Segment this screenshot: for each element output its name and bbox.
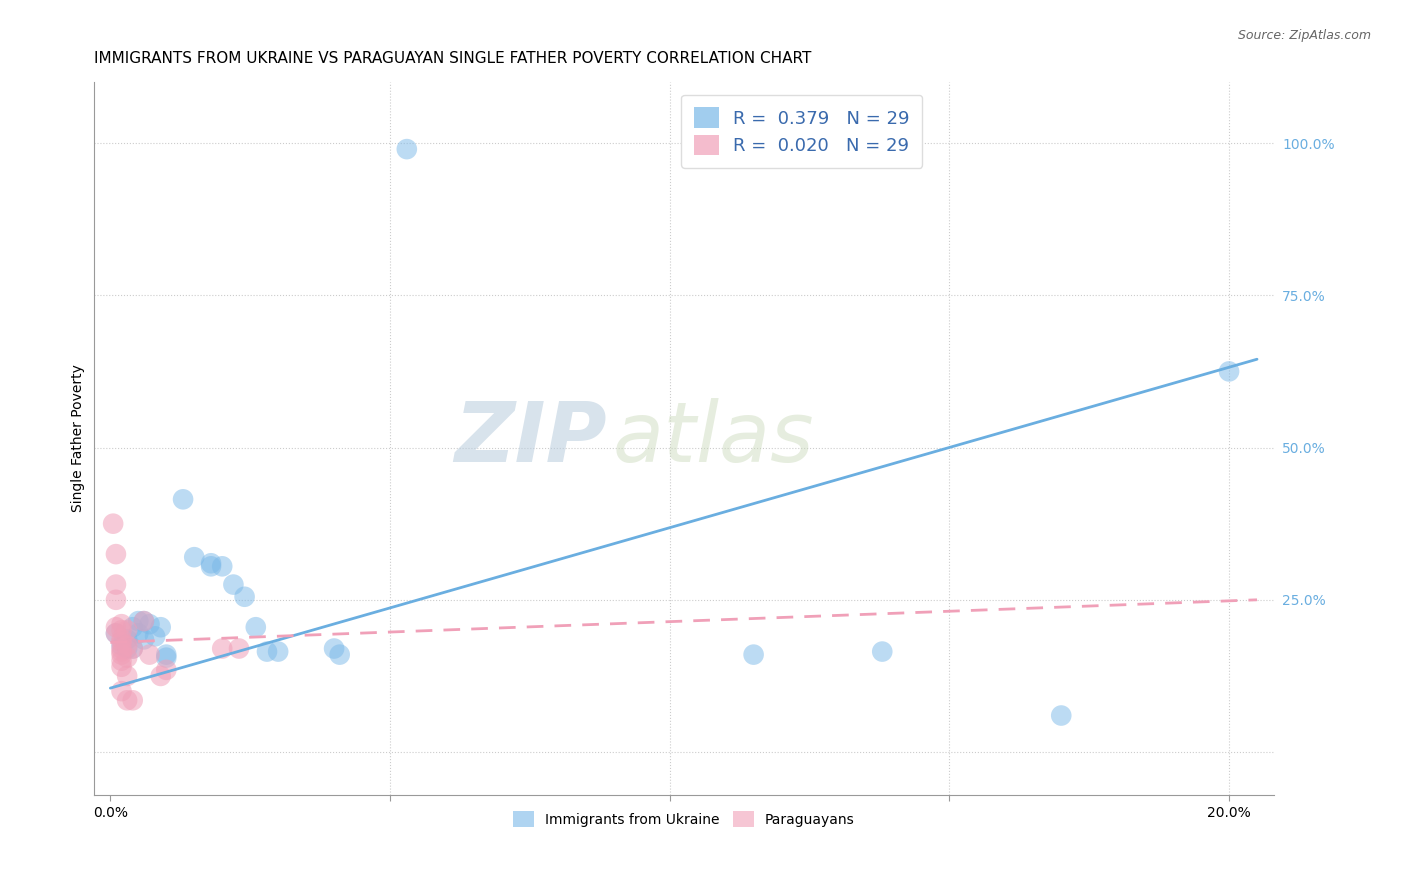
Point (222, 577, 245, 591)
Point (138, 617, 160, 632)
Y-axis label: Single Father Poverty: Single Father Poverty (72, 365, 86, 512)
Point (121, 641, 143, 656)
Text: Source: ZipAtlas.com: Source: ZipAtlas.com (1237, 29, 1371, 42)
Point (104, 592, 127, 607)
Point (110, 617, 132, 632)
Point (104, 577, 127, 591)
Text: atlas: atlas (613, 398, 814, 479)
Point (121, 641, 143, 656)
Point (104, 547, 127, 561)
Point (110, 648, 132, 662)
Point (183, 550, 205, 565)
Point (104, 620, 127, 634)
Point (110, 632, 132, 647)
Point (395, 142, 418, 156)
Point (233, 590, 256, 604)
Point (149, 620, 172, 634)
Point (110, 654, 132, 668)
Point (101, 516, 124, 531)
Point (115, 693, 138, 707)
Point (110, 684, 132, 698)
Point (127, 614, 149, 628)
Point (115, 624, 138, 638)
Point (132, 614, 155, 628)
Point (172, 492, 194, 507)
Text: IMMIGRANTS FROM UKRAINE VS PARAGUAYAN SINGLE FATHER POVERTY CORRELATION CHART: IMMIGRANTS FROM UKRAINE VS PARAGUAYAN SI… (94, 51, 811, 66)
Point (110, 660, 132, 674)
Point (115, 632, 138, 647)
Point (256, 644, 278, 658)
Point (245, 620, 267, 634)
Point (211, 641, 233, 656)
Point (211, 559, 233, 574)
Point (228, 641, 250, 656)
Point (143, 629, 166, 643)
Point (155, 648, 177, 662)
Point (121, 620, 143, 634)
Point (870, 644, 893, 658)
Point (104, 626, 127, 640)
Point (742, 648, 765, 662)
Point (115, 639, 138, 653)
Point (155, 650, 177, 665)
Point (132, 632, 155, 647)
Legend: Immigrants from Ukraine, Paraguayans: Immigrants from Ukraine, Paraguayans (506, 805, 862, 834)
Point (138, 648, 160, 662)
Point (110, 639, 132, 653)
Point (110, 641, 132, 656)
Point (1218, 364, 1240, 378)
Point (110, 624, 132, 638)
Point (115, 669, 138, 683)
Point (1050, 708, 1073, 723)
Point (115, 650, 138, 665)
Point (323, 641, 346, 656)
Point (267, 644, 290, 658)
Point (110, 644, 132, 658)
Point (121, 693, 143, 707)
Point (127, 626, 149, 640)
Point (104, 626, 127, 640)
Point (132, 614, 155, 628)
Point (200, 556, 222, 570)
Point (200, 559, 222, 574)
Point (155, 663, 177, 677)
Point (115, 641, 138, 656)
Text: ZIP: ZIP (454, 398, 607, 479)
Point (110, 635, 132, 649)
Point (149, 669, 172, 683)
Point (329, 648, 352, 662)
